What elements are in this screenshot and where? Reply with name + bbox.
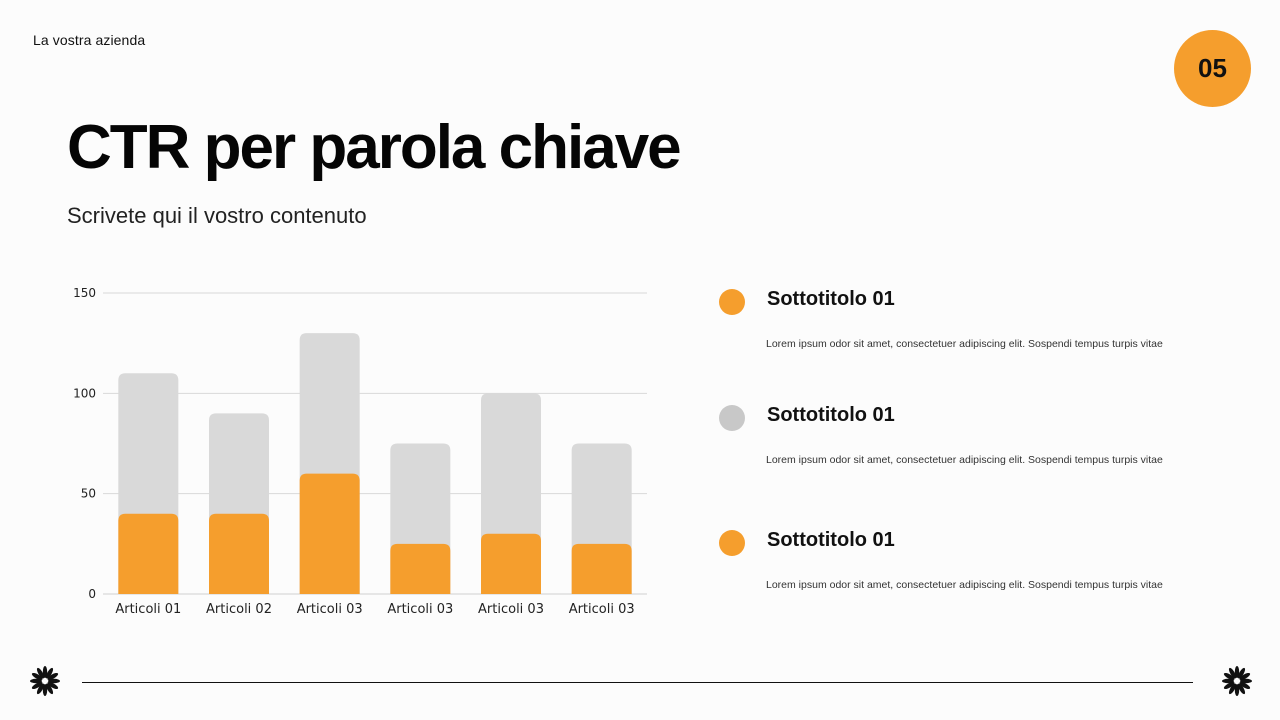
footer-divider (82, 682, 1193, 683)
y-tick-label: 50 (81, 487, 96, 501)
legend-title: Sottotitolo 01 (767, 404, 895, 426)
bar-ctr (118, 513, 179, 594)
page-title: CTR per parola chiave (67, 113, 682, 182)
legend-item-3: Sottotitolo 01 Lorem ipsum odor sit amet… (719, 528, 1199, 608)
y-tick-label: 100 (73, 386, 96, 400)
legend-text: Lorem ipsum odor sit amet, consectetuer … (766, 338, 1163, 350)
x-tick-label: Articoli 02 (206, 602, 272, 617)
flower-icon (1222, 666, 1252, 696)
page-subtitle: Scrivete qui il vostro contenuto (67, 203, 367, 228)
bar-chart: 0 50 100 150 Articoli 01 Articoli 02 Articoli … (73, 286, 647, 617)
company-name: La vostra azienda (33, 32, 146, 48)
bar-ctr (390, 543, 451, 594)
legend-text: Lorem ipsum odor sit amet, consectetuer … (766, 454, 1163, 466)
x-tick-label: Articoli 03 (569, 602, 635, 617)
grid-lines (103, 292, 647, 595)
y-tick-label: 150 (73, 286, 96, 300)
orange-dot-icon (719, 289, 745, 315)
bar-ctr (481, 533, 541, 594)
flower-icon (30, 666, 60, 696)
gray-dot-icon (719, 405, 745, 431)
x-tick-label: Articoli 03 (478, 602, 544, 617)
axis-labels: 0 50 100 150 Articoli 01 Articoli 02 Articoli … (73, 286, 635, 617)
legend-item-2: Sottotitolo 01 Lorem ipsum odor sit amet… (719, 403, 1199, 483)
x-tick-label: Articoli 03 (297, 602, 363, 617)
x-tick-label: Articoli 01 (115, 602, 181, 617)
y-tick-label: 0 (88, 587, 96, 601)
bar-ctr (571, 543, 632, 594)
bar-ctr (209, 513, 269, 594)
page-number-badge: 05 (1174, 30, 1251, 107)
legend-title: Sottotitolo 01 (767, 288, 895, 310)
legend-title: Sottotitolo 01 (767, 529, 895, 551)
bar-ctr (299, 473, 360, 594)
bars (118, 333, 632, 594)
legend-item-1: Sottotitolo 01 Lorem ipsum odor sit amet… (719, 287, 1199, 367)
orange-dot-icon (719, 530, 745, 556)
x-tick-label: Articoli 03 (387, 602, 453, 617)
legend-text: Lorem ipsum odor sit amet, consectetuer … (766, 579, 1163, 591)
